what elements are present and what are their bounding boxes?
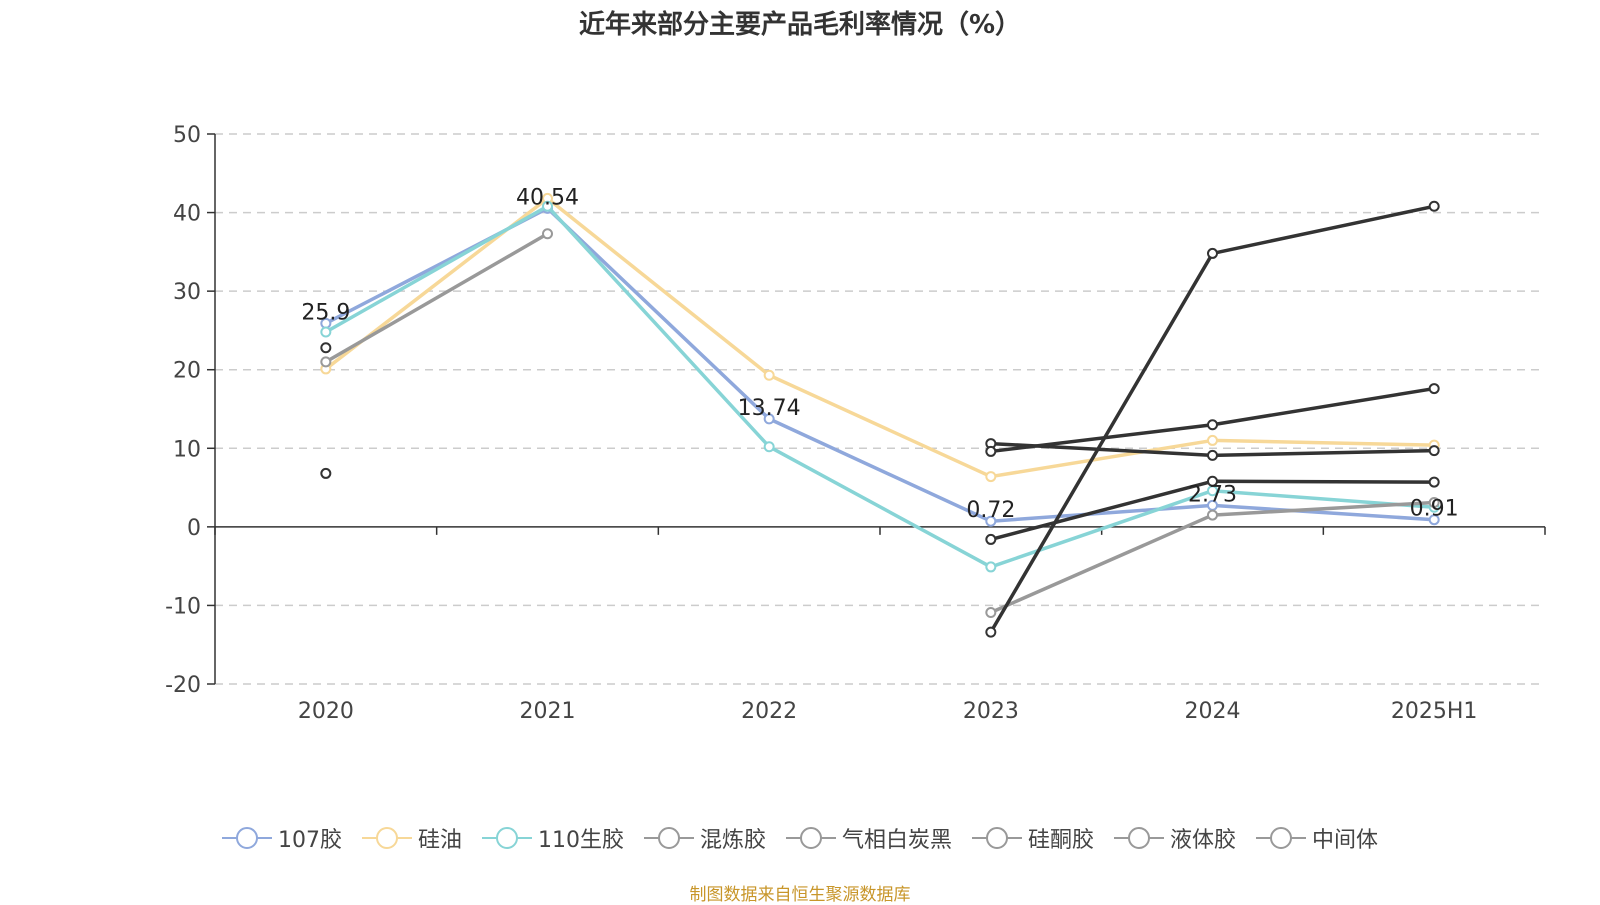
x-tick-label: 2025H1 [1391, 699, 1478, 724]
y-tick-label: 50 [173, 123, 201, 148]
x-tick-label: 2021 [520, 699, 576, 724]
series-layer [320, 192, 1440, 638]
series-4 [320, 467, 1440, 545]
series-point [1207, 434, 1218, 446]
series-point [985, 561, 997, 573]
series-point [320, 342, 332, 354]
series-6 [985, 383, 1440, 457]
x-tick-label: 2024 [1185, 699, 1241, 724]
y-tick-label: 0 [187, 516, 201, 541]
legend-symbol-icon [1114, 826, 1165, 850]
series-line [324, 232, 549, 364]
series-point [1428, 445, 1440, 457]
legend-symbol-icon [361, 826, 412, 850]
series-line [324, 204, 1435, 569]
series-2 [320, 200, 1440, 573]
legend-item[interactable]: 混炼胶 [643, 822, 766, 854]
x-tick-label: 2023 [963, 699, 1019, 724]
series-point [985, 607, 997, 618]
legend-label: 硅酮胶 [1028, 828, 1095, 853]
legend-symbol-icon [785, 826, 836, 850]
series-point [763, 369, 775, 381]
series-point [1428, 383, 1440, 395]
y-tick-label: -10 [165, 594, 201, 619]
legend: 107胶 硅油 110生胶 混炼胶 气相白炭黑 硅酮胶 液体胶 中间体 [0, 822, 1600, 854]
data-label: 0.91 [1410, 497, 1459, 522]
legend-item[interactable]: 110生胶 [481, 822, 624, 854]
series-line [325, 206, 1435, 523]
series-point [1428, 200, 1440, 212]
legend-label: 107胶 [277, 828, 342, 853]
series-point [985, 533, 997, 545]
series-point [1207, 475, 1218, 487]
series-3 [320, 228, 1440, 618]
legend-label: 中间体 [1312, 828, 1379, 853]
legend-label: 液体胶 [1170, 828, 1237, 853]
data-label: 0.72 [966, 498, 1015, 523]
legend-item[interactable]: 硅油 [361, 822, 462, 854]
legend-symbol-icon [643, 826, 694, 850]
series-point [542, 228, 553, 240]
legend-symbol-icon [221, 826, 272, 850]
series-7 [985, 200, 1440, 638]
legend-item[interactable]: 气相白炭黑 [785, 822, 952, 854]
legend-item[interactable]: 硅酮胶 [972, 822, 1094, 854]
grid-layer [215, 133, 1545, 685]
y-tick-label: 40 [173, 202, 201, 227]
series-point [985, 471, 997, 483]
series-point [985, 515, 997, 527]
source-note: 制图数据来自恒生聚源数据库 [689, 885, 911, 905]
data-label: 2.73 [1188, 482, 1237, 507]
legend-label: 气相白炭黑 [841, 828, 952, 853]
series-point [1207, 419, 1218, 431]
series-point [985, 626, 997, 638]
data-label: 25.9 [301, 300, 350, 325]
series-point [542, 200, 553, 212]
series-0 [320, 202, 1440, 527]
y-tick-label: 20 [173, 359, 201, 384]
legend-label: 混炼胶 [699, 828, 766, 853]
legend-item[interactable]: 中间体 [1256, 822, 1378, 854]
chart-title: 近年来部分主要产品毛利率情况（%） [578, 10, 1022, 40]
series-point [1207, 247, 1218, 259]
series-point [1428, 476, 1440, 488]
legend-symbol-icon [972, 826, 1022, 850]
series-5 [320, 342, 1440, 461]
y-tick-label: -20 [165, 673, 201, 698]
series-point [1428, 514, 1440, 526]
x-tick-label: 2020 [298, 699, 354, 724]
axis-layer: 50 40 30 20 10 0 -10 -20 2020 2021 2022 2023 2024 202… [165, 123, 1546, 724]
legend-symbol-icon [481, 826, 532, 850]
series-point [1428, 497, 1440, 508]
legend-item[interactable]: 液体胶 [1114, 822, 1236, 854]
data-label: 13.74 [738, 396, 801, 421]
legend-label: 110生胶 [537, 828, 624, 853]
legend-label: 硅油 [417, 828, 462, 853]
legend-item[interactable]: 107胶 [221, 822, 342, 854]
x-tick-label: 2022 [741, 699, 797, 724]
series-point [985, 445, 997, 457]
series-point [320, 467, 332, 479]
legend-symbol-icon [1256, 826, 1307, 850]
series-point [320, 356, 332, 368]
y-tick-label: 30 [173, 280, 201, 305]
series-point [1207, 509, 1218, 521]
data-label-layer: 25.9 40.54 13.74 0.72 2.73 0.91 [301, 185, 1458, 523]
y-tick-label: 10 [173, 437, 201, 462]
data-label: 40.54 [516, 185, 579, 210]
series-point [763, 413, 775, 425]
series-point [763, 441, 775, 453]
series-point [320, 326, 332, 338]
series-point [1207, 449, 1218, 461]
